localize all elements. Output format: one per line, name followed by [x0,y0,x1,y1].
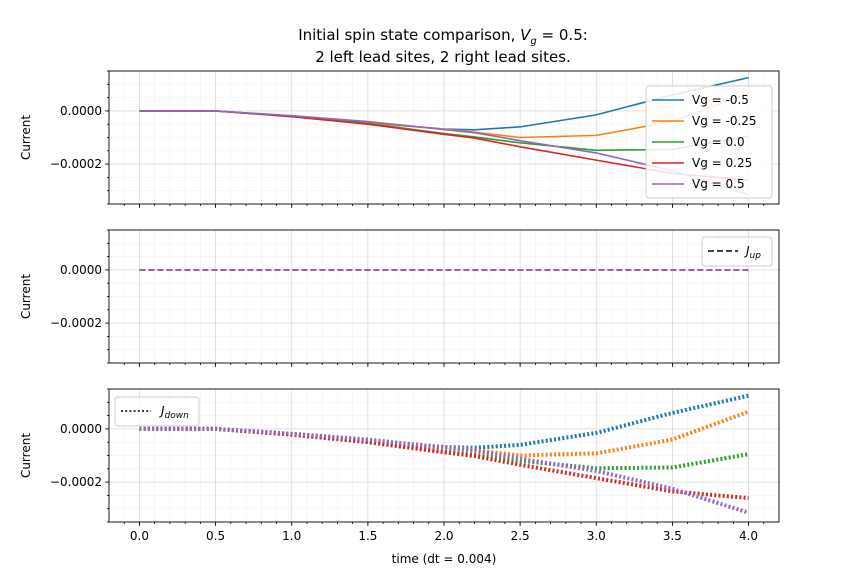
x-tick-label: 2.0 [434,529,453,543]
legend: Jup [701,236,773,267]
legend-box [645,85,773,199]
legend-label: Vg = -0.5 [692,93,749,107]
x-tick-label: 0.5 [206,529,225,543]
legend-label: Vg = 0.25 [692,156,752,170]
legend-label: Vg = 0.0 [692,135,745,149]
series-line-top-4 [139,110,749,196]
y-tick-label: −0.0002 [50,157,102,171]
legend: Vg = -0.5 Vg = -0.25 Vg = 0.0 Vg = 0.25 Vg =… [645,85,773,199]
panel-middle: 0.0000 −0.0002 Current Jup [19,229,780,367]
x-tick-label: 0.0 [130,529,149,543]
x-tick-label: 4.0 [739,529,758,543]
legend-label: Jdown [159,404,189,421]
chart-title-line-2: 2 left lead sites, 2 right lead sites. [315,48,571,66]
panel-bottom: 0.0 0.5 1.0 1.5 2.0 2.5 3.0 3.5 4.0 0.0000 −0.0002… [19,388,780,566]
legend-label: Jup [744,244,761,261]
y-tick-label: −0.0002 [50,475,102,489]
series-line-bottom-4 [139,426,750,515]
legend: Jdown [114,396,200,427]
legend-label: Vg = -0.25 [692,114,757,128]
x-tick-label: 1.0 [282,529,301,543]
x-axis-label: time (dt = 0.004) [392,552,497,566]
x-tick-label: 1.5 [358,529,377,543]
y-tick-label: −0.0002 [50,316,102,330]
x-tick-label: 3.0 [587,529,606,543]
x-tick-label: 3.5 [663,529,682,543]
legend-box [114,396,200,427]
y-tick-label: 0.0000 [60,263,102,277]
y-axis-label: Current [19,274,33,319]
legend-label: Vg = 0.5 [692,177,745,191]
chart-title-line-1: Initial spin state comparison, Vg = 0.5: [298,26,588,47]
y-tick-label: 0.0000 [60,104,102,118]
x-tick-label: 2.5 [511,529,530,543]
y-axis-label: Current [19,115,33,160]
y-tick-label: 0.0000 [60,422,102,436]
chart-title: Initial spin state comparison, Vg = 0.5:… [298,26,588,66]
y-axis-label: Current [19,433,33,478]
